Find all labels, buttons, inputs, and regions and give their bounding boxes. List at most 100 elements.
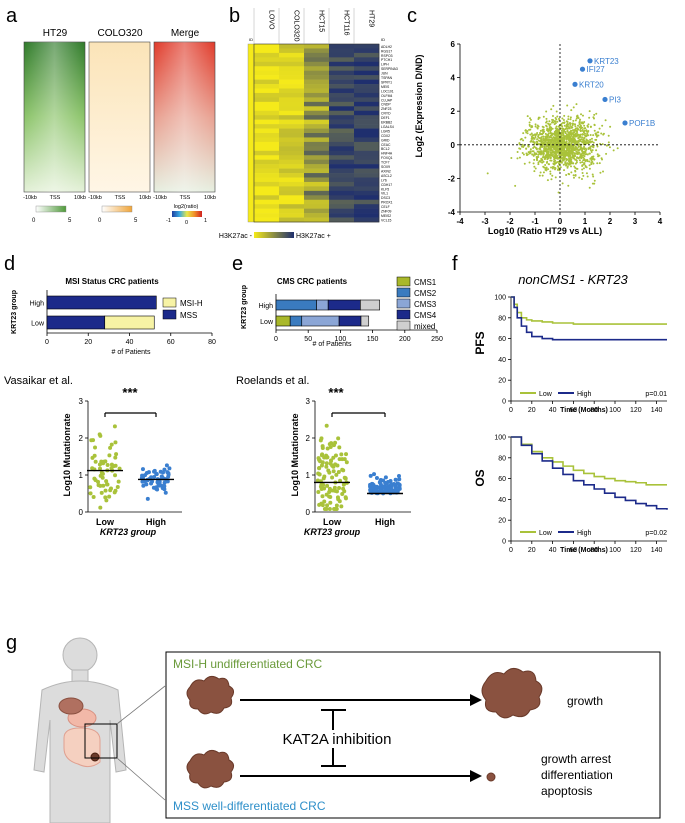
os-legend: Low High — [520, 530, 592, 537]
scatter-point — [486, 172, 489, 175]
scatter-point — [529, 118, 532, 121]
scatter-point — [557, 151, 560, 154]
scatter-point — [596, 134, 599, 137]
chip-gene-label: SPRY1 — [381, 80, 392, 84]
scale-orange-max: 5 — [134, 218, 138, 224]
scatter-point — [574, 132, 577, 135]
chip-cell — [279, 195, 305, 201]
scatter-point — [544, 140, 547, 143]
scatter-point — [582, 163, 585, 166]
scatter-point — [578, 136, 581, 139]
chip-gene-label: CNDP — [381, 103, 391, 107]
scatter-point — [598, 162, 601, 165]
mutation-plot-roelands: 0 1 2 3 Low High — [306, 397, 411, 527]
scatter-point — [524, 136, 527, 139]
dot-point — [339, 452, 344, 457]
scatter-point — [601, 143, 604, 146]
scatter-point — [572, 119, 575, 122]
scatter-point — [549, 170, 552, 173]
scatter-point — [544, 164, 547, 167]
chip-cell — [304, 115, 330, 120]
chip-cell — [304, 146, 330, 152]
chip-gene-label: DEF1 — [381, 116, 390, 120]
scatter-point — [588, 116, 591, 119]
dot-point — [160, 475, 165, 480]
chip-cell — [304, 48, 330, 54]
scatter-point — [554, 122, 557, 125]
scatter-point — [564, 161, 567, 164]
scatter-point — [544, 136, 547, 139]
dot-point — [140, 467, 145, 472]
chip-cell — [329, 70, 355, 76]
dot-category-label: High — [375, 517, 395, 527]
scatter-point — [528, 121, 531, 124]
scatter-highlight-label: POF1B — [629, 119, 655, 128]
chip-cell — [304, 213, 330, 218]
scatter-x-tick-label: 1 — [583, 217, 588, 226]
scatter-point — [581, 171, 584, 174]
scatter-point — [551, 133, 554, 136]
chip-cell — [304, 110, 330, 116]
km-y-tick-label: 80 — [498, 455, 506, 462]
scatter-point — [570, 171, 573, 174]
tumor-bottom-left — [186, 749, 235, 789]
bar-x-tick-label: 0 — [274, 336, 278, 343]
chip-cell — [279, 106, 305, 112]
chip-id-header-right: ID — [381, 37, 385, 42]
scatter-point — [575, 129, 578, 132]
scatter-point — [559, 166, 562, 169]
scatter-point — [593, 179, 596, 182]
scatter-point — [565, 127, 568, 130]
scatter-point — [572, 146, 575, 149]
scatter-point — [561, 117, 564, 120]
dot-y-tick-label: 3 — [306, 397, 311, 406]
scatter-point — [537, 125, 540, 128]
chip-cell — [329, 190, 355, 196]
scatter-point — [554, 159, 557, 162]
scatter-point — [551, 118, 554, 121]
scatter-point — [577, 149, 580, 152]
dot-category-label: Low — [323, 517, 342, 527]
bar-segment — [316, 299, 329, 311]
chip-cell — [254, 119, 280, 125]
chip-cell — [279, 119, 305, 125]
dot-point — [383, 475, 388, 480]
scatter-point — [578, 156, 581, 159]
scatter-point — [528, 128, 531, 131]
scatter-point — [521, 143, 524, 146]
dot-point — [112, 424, 117, 429]
scatter-point — [574, 155, 577, 158]
scatter-point — [589, 147, 592, 150]
km-curve-high — [511, 436, 668, 510]
scatter-point — [572, 129, 575, 132]
dot-point — [98, 466, 103, 471]
scatter-point — [589, 133, 592, 136]
panel-letter-c: c — [407, 5, 417, 27]
scatter-point — [562, 163, 565, 166]
chip-cell — [254, 141, 280, 147]
scatter-point — [558, 117, 561, 120]
chip-cell — [354, 155, 380, 160]
dot-point — [339, 504, 344, 509]
scatter-point — [562, 127, 565, 130]
chip-cell — [254, 199, 280, 205]
scatter-point — [607, 134, 610, 137]
scatter-point — [570, 161, 573, 164]
scatter-point — [518, 156, 521, 159]
pfs-xlabel: Time (Months) — [560, 407, 608, 414]
scatter-point — [583, 145, 586, 148]
scatter-point — [551, 114, 554, 117]
scatter-point — [547, 129, 550, 132]
scatter-x-tick-label: 4 — [658, 217, 663, 226]
scatter-point — [557, 167, 560, 170]
dot-point — [105, 462, 110, 467]
scatter-point — [579, 118, 582, 121]
scatter-point — [550, 143, 553, 146]
scatter-point — [579, 134, 582, 137]
scatter-point — [537, 116, 540, 119]
chip-cell — [354, 92, 380, 98]
scatter-point — [569, 118, 572, 121]
scatter-point — [578, 176, 581, 179]
chip-cell — [329, 199, 355, 205]
outcome-differentiation: differentiation — [541, 768, 613, 782]
